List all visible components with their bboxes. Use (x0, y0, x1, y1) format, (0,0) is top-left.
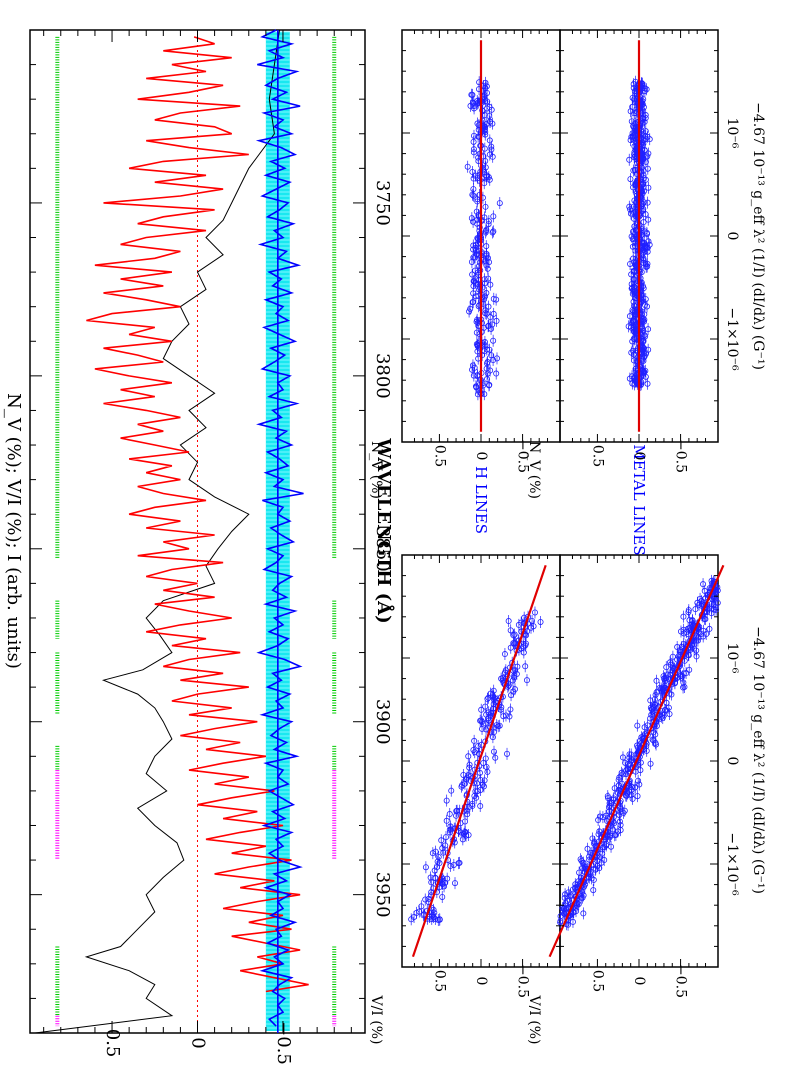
fit-line (411, 564, 547, 958)
scatter-panel-h-lines-v (408, 564, 547, 958)
main-x-axis-title: WAVELENGTH (Å) (373, 437, 396, 623)
scatter-panel-metal-lines-v (548, 564, 725, 958)
scatter-panels (408, 40, 725, 958)
scatter-value-tick-label: 0.5 (589, 970, 605, 992)
scatter-x-label-right: −4.67 10⁻¹³ g_eff λ² (1/I) (dI/dλ) (G⁻¹) (750, 102, 766, 370)
x-tick-label: 3750 (372, 180, 393, 226)
scatter-field-tick-label: 10⁻⁶ (724, 118, 740, 149)
main-y-axis-title: N_V (%); V/I (%); I (arb. units) (3, 393, 24, 669)
y-tick-label: 0 (188, 1037, 209, 1048)
x-tick-label: 3950 (372, 872, 393, 918)
scatter-value-tick-label: 0 (473, 452, 489, 461)
null-n-series-line (255, 29, 304, 1027)
scatter-value-tick-label: 0.5 (589, 445, 605, 467)
intensity-series-line (35, 29, 280, 1034)
h-lines-label: H LINES (472, 466, 490, 534)
y-tick-label: 0.5 (102, 1029, 123, 1058)
scatter-panel-h-lines-n (464, 40, 503, 432)
scatter-value-tick-label: 0.5 (431, 445, 447, 467)
metal-lines-v-ylabel: V/I (%) (526, 994, 542, 1044)
scatter-field-tick-label: 10⁻⁶ (724, 643, 740, 674)
stokes-v-series-line (86, 36, 309, 993)
scatter-value-tick-label: 0 (631, 452, 647, 461)
scatter-x-label-left: −4.67 10⁻¹³ g_eff λ² (1/I) (dI/dλ) (G⁻¹) (750, 626, 766, 894)
scatter-tick-labels: 0.5 0 −0.5 0.5 0 −0.5 −1×10⁻⁶ 0 10⁻⁶ 0.5 0 −0.5 0.5 0… (402, 30, 740, 998)
scatter-value-tick-label: 0 (473, 977, 489, 986)
h-lines-v-ylabel: V/I (%) (368, 994, 384, 1044)
scatter-value-tick-label: −0.5 (673, 439, 689, 473)
main-spectrum-plot (35, 29, 337, 1034)
h-lines-n-ylabel: N_V (%) (368, 441, 384, 499)
scatter-field-tick-label: −1×10⁻⁶ (724, 307, 740, 371)
scatter-value-tick-label: 0 (631, 977, 647, 986)
x-tick-label: 3800 (372, 353, 393, 399)
scatter-field-tick-label: −1×10⁻⁶ (724, 832, 740, 896)
scatter-panel-metal-lines-n (625, 40, 653, 432)
metal-lines-n-ylabel: N_V (%) (526, 441, 542, 499)
metal-lines-label: METAL LINES (630, 444, 648, 555)
x-tick-label: 3850 (372, 526, 393, 572)
h-lines-v-frame (401, 554, 561, 968)
scatter-field-tick-label: 0 (724, 757, 740, 766)
scatter-value-tick-label: −0.5 (515, 439, 531, 473)
mask-layer (55, 36, 337, 1027)
fit-line (548, 564, 725, 958)
scatter-value-tick-label: −0.5 (515, 964, 531, 998)
scatter-value-tick-label: −0.5 (673, 964, 689, 998)
scatter-field-tick-label: 0 (724, 232, 740, 241)
main-axis-ticks: 3750 3800 3850 3900 3950 0.5 0 −0.5 (30, 30, 393, 1065)
y-tick-label: −0.5 (273, 1021, 294, 1065)
scatter-value-tick-label: 0.5 (431, 970, 447, 992)
x-tick-label: 3900 (372, 699, 393, 745)
